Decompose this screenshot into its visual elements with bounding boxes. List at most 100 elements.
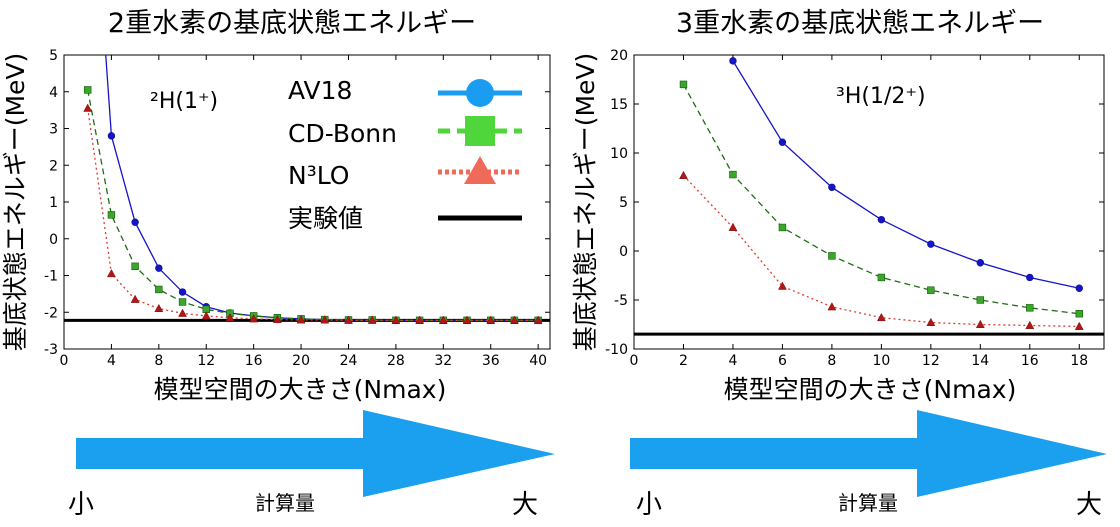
legend-label-experiment: 実験値 (288, 204, 363, 233)
legend-label-av18: AV18 (288, 76, 352, 105)
x-tick-label: 40 (529, 353, 547, 369)
data-point-cdbonn (927, 286, 935, 294)
data-point-n3lo (320, 315, 330, 324)
data-point-n3lo (296, 315, 306, 324)
arrow-large-label: 大 (1076, 490, 1102, 520)
data-point-n3lo (201, 311, 211, 320)
data-point-av18 (729, 57, 737, 65)
data-point-cdbonn (107, 211, 116, 219)
arrow-center-label: 計算量 (838, 491, 898, 515)
x-tick-label: 24 (340, 353, 358, 369)
data-point-av18 (778, 138, 787, 146)
data-point-n3lo (415, 315, 425, 324)
data-point-n3lo (178, 308, 187, 317)
y-tick-label: 15 (610, 97, 628, 113)
data-point-cdbonn (131, 262, 139, 271)
x-tick-label: 12 (922, 353, 940, 369)
x-tick-label: 8 (827, 353, 836, 369)
x-tick-label: 16 (1021, 353, 1039, 369)
data-point-n3lo (391, 315, 401, 324)
y-tick-label: -2 (44, 305, 58, 321)
data-point-cdbonn (178, 298, 187, 306)
data-point-n3lo (533, 315, 543, 324)
data-point-n3lo (438, 315, 448, 324)
y-tick-label: 5 (49, 48, 58, 64)
y-tick-label: -1 (44, 269, 58, 285)
data-point-n3lo (876, 312, 886, 322)
chart-triton: 3重水素の基底状態エネルギー 0 2 4 6 8 10 12 14 16 18 -10 -5 0 5 10 1… (571, 8, 1105, 404)
chart-triton-axes: 0 2 4 6 8 10 12 14 16 18 -10 -5 0 5 10 15 20 (605, 48, 1105, 369)
y-tick-label: 5 (619, 195, 628, 211)
data-point-av18 (927, 240, 935, 248)
data-point-n3lo (154, 303, 164, 313)
data-point-av18 (178, 288, 187, 296)
x-tick-label: 28 (387, 353, 405, 369)
arrow-shape (630, 410, 1107, 497)
data-point-n3lo (728, 222, 738, 231)
data-point-av18 (828, 183, 836, 192)
x-tick-label: 14 (971, 353, 989, 369)
data-point-n3lo (510, 315, 519, 324)
data-point-n3lo (249, 314, 259, 323)
data-point-cdbonn (828, 252, 836, 260)
data-point-n3lo (486, 315, 496, 324)
arrow-small-label: 小 (68, 490, 94, 520)
data-point-n3lo (225, 313, 235, 322)
chart-triton-plot-area (634, 57, 1104, 336)
data-point-n3lo (1074, 321, 1084, 330)
y-tick-label: -10 (605, 342, 628, 358)
data-point-cdbonn (976, 296, 985, 304)
chart-deuteron-state-label: ²H(1⁺) (150, 89, 218, 114)
x-tick-label: 4 (728, 353, 737, 369)
data-point-n3lo (272, 314, 282, 324)
y-tick-label: 20 (610, 48, 628, 64)
chart-triton-state-label: ³H(1/2⁺) (836, 84, 926, 109)
series-line-n3lo (87, 108, 539, 321)
arrow-center-label: 計算量 (255, 491, 315, 515)
legend: AV18 CD-Bonn N³LO 実験値 (288, 76, 522, 233)
legend-label-n3lo: N³LO (288, 161, 349, 190)
data-point-n3lo (106, 268, 116, 278)
data-point-av18 (131, 218, 139, 226)
x-tick-label: 10 (872, 353, 890, 369)
series-line-n3lo (683, 175, 1080, 328)
data-point-n3lo (975, 319, 985, 328)
x-tick-label: 16 (245, 353, 263, 369)
y-tick-label: -5 (614, 293, 628, 309)
data-point-cdbonn (778, 223, 787, 232)
y-tick-label: -3 (44, 342, 58, 358)
x-tick-label: 0 (60, 353, 69, 369)
compute-cost-arrow-left: 小 計算量 大 (68, 410, 555, 520)
legend-marker-n3lo (464, 156, 496, 184)
x-tick-label: 12 (197, 353, 215, 369)
data-point-av18 (877, 215, 886, 224)
chart-deuteron: 2重水素の基底状態エネルギー 0 4 8 12 16 20 24 28 32 36 40-3-2-1… (1, 8, 551, 404)
y-tick-label: 4 (49, 85, 58, 101)
y-tick-label: 2 (49, 158, 58, 174)
data-point-n3lo (1025, 320, 1035, 329)
legend-label-cdbonn: CD-Bonn (288, 119, 397, 148)
series-line-cdbonn (682, 84, 1080, 315)
data-point-av18 (1075, 284, 1083, 292)
chart-deuteron-plot-area (64, 55, 550, 325)
y-tick-label: 0 (619, 244, 628, 260)
series-line-cdbonn (87, 89, 539, 321)
data-point-n3lo (462, 315, 472, 324)
y-tick-label: 0 (49, 232, 58, 248)
compute-cost-arrow-right: 小 計算量 大 (630, 410, 1107, 520)
data-point-cdbonn (1026, 304, 1034, 312)
y-tick-label: 3 (49, 122, 58, 138)
data-point-n3lo (827, 302, 837, 311)
data-point-cdbonn (729, 170, 737, 179)
data-point-n3lo (778, 281, 787, 290)
x-tick-label: 20 (292, 353, 310, 369)
chart-deuteron-ylabel: 基底状態エネルギー(MeV) (1, 53, 30, 352)
data-point-cdbonn (155, 285, 163, 294)
data-point-cdbonn (1075, 310, 1083, 318)
legend-marker-cdbonn (465, 116, 495, 146)
data-point-cdbonn (679, 80, 688, 89)
x-tick-label: 18 (1070, 353, 1088, 369)
data-point-n3lo (679, 170, 688, 179)
chart-deuteron-xlabel: 模型空間の大きさ(Nmax) (154, 375, 447, 404)
